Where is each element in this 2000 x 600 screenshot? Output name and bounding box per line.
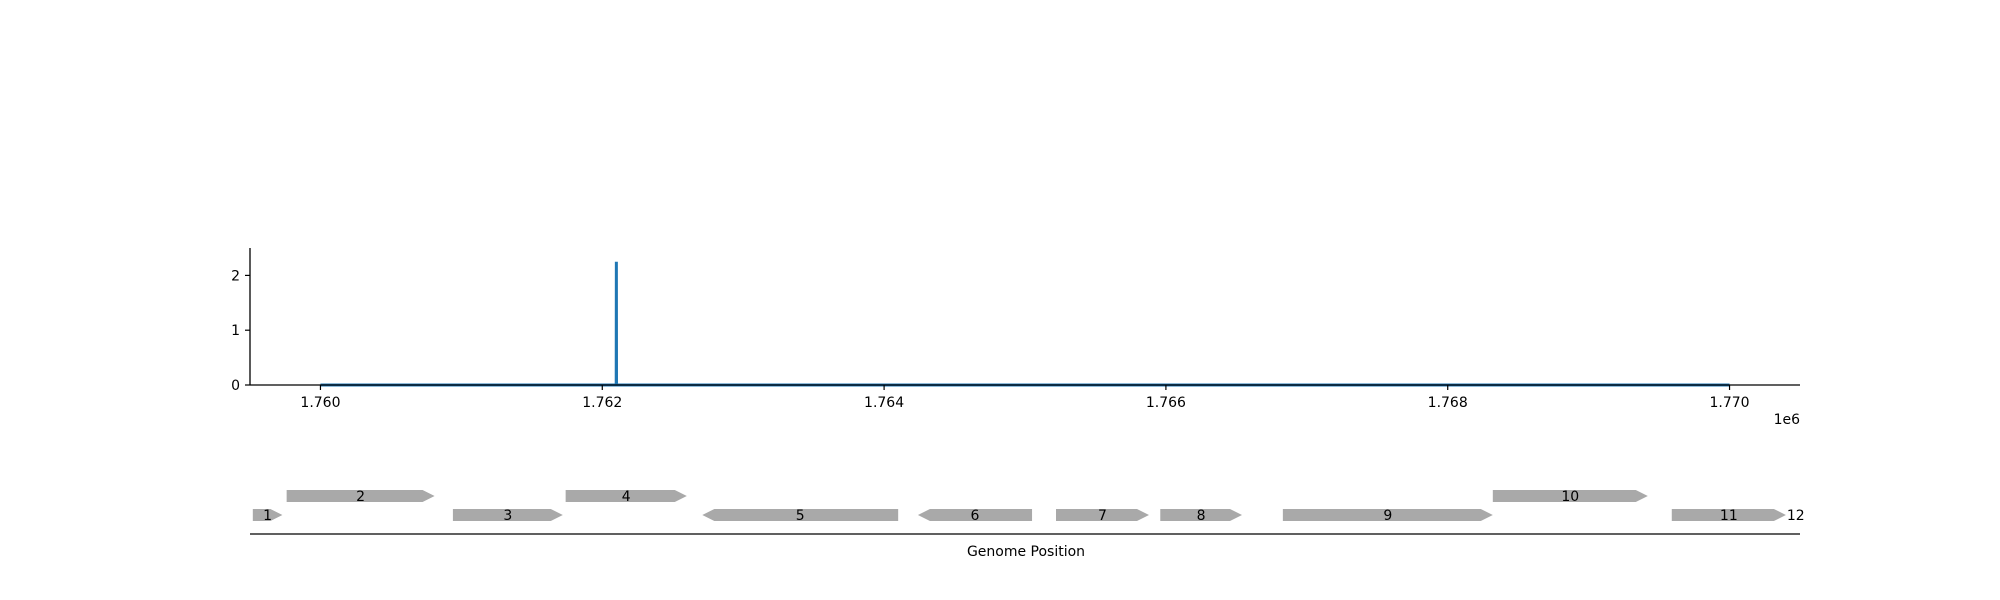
gene-arrow [452,509,563,521]
coverage-line [320,261,1730,387]
gene-label: 12 [1787,508,1805,524]
y-tick-label: 2 [231,268,240,284]
gene-arrow [917,509,1033,521]
y-ticks: 0 1 2 [231,268,250,394]
gene-arrow [1160,509,1242,521]
x-offset-label: 1e6 [1774,412,1801,428]
coverage-plot: 1.760 1.762 1.764 1.766 1.768 1.770 0 1 2 1e6 [231,248,1800,428]
x-ticks: 1.760 1.762 1.764 1.766 1.768 1.770 [300,385,1750,411]
x-tick-label: 1.760 [300,395,340,411]
x-tick-label: 1.762 [582,395,622,411]
y-tick-label: 1 [231,323,240,339]
gene-label: 3 [503,508,512,524]
gene-arrow [702,509,899,521]
x-tick-label: 1.764 [864,395,904,411]
gene-arrow [1056,509,1149,521]
gene-label: 8 [1197,508,1206,524]
x-tick-label: 1.770 [1709,395,1749,411]
x-axis-label: Genome Position [967,544,1085,560]
x-tick-label: 1.768 [1428,395,1468,411]
gene-label: 11 [1720,508,1738,524]
gene-label: 10 [1561,489,1579,505]
gene-label: 4 [622,489,631,505]
gene-arrow [565,490,687,502]
gene-arrow [252,509,283,521]
gene-label: 2 [356,489,365,505]
gene-arrow [286,490,435,502]
gene-label: 7 [1098,508,1107,524]
gene-arrow [1492,490,1648,502]
x-tick-label: 1.766 [1146,395,1186,411]
gene-label: 6 [971,508,980,524]
y-tick-label: 0 [231,378,240,394]
gene-arrow [1671,509,1786,521]
gene-label: 5 [796,508,805,524]
gene-arrow [1282,509,1493,521]
gene-label: 9 [1383,508,1392,524]
gene-label: 1 [263,508,272,524]
